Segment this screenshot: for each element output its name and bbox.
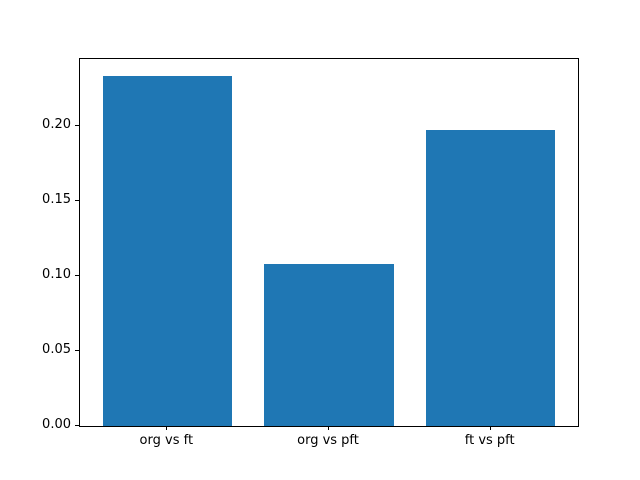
y-tick-label-0.05: 0.05	[42, 341, 71, 357]
y-tick-mark	[75, 425, 79, 426]
bar-ft-vs-pft	[426, 130, 556, 426]
x-tick-mark	[166, 426, 168, 430]
x-tick-label-org-vs-pft: org vs pft	[297, 433, 359, 448]
y-tick-mark	[75, 274, 79, 276]
y-tick-label-0.20: 0.20	[42, 116, 71, 132]
y-tick-label-0.00: 0.00	[42, 417, 71, 432]
y-tick-mark	[75, 124, 79, 126]
plot-area	[79, 58, 579, 427]
y-tick-label-0.10: 0.10	[42, 266, 71, 282]
x-tick-mark	[489, 426, 491, 430]
x-tick-label-org-vs-ft: org vs ft	[139, 433, 194, 448]
y-tick-label-0.15: 0.15	[42, 191, 71, 207]
bar-org-vs-pft	[264, 263, 394, 426]
bar-org-vs-ft	[102, 76, 232, 426]
y-tick-mark	[75, 199, 79, 201]
x-tick-mark	[328, 426, 329, 430]
x-tick-label-ft-vs-pft: ft vs pft	[464, 433, 515, 448]
y-tick-mark	[75, 349, 79, 351]
